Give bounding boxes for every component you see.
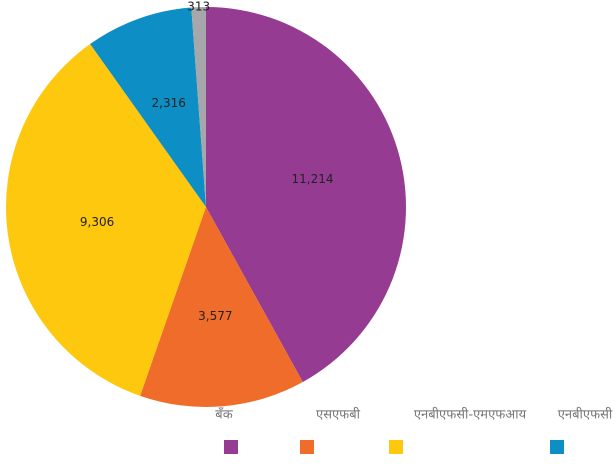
- legend-label: एसएफबी: [316, 407, 361, 423]
- legend-swatch: [300, 440, 314, 454]
- data-label: 9,306: [80, 215, 114, 229]
- legend-swatch: [389, 440, 403, 454]
- legend-swatch: [550, 440, 564, 454]
- legend-swatch: [224, 440, 238, 454]
- pie-slice: [5, 44, 206, 396]
- data-label: 3,577: [198, 309, 232, 323]
- data-label: 11,214: [292, 172, 334, 186]
- pie-slice: [206, 7, 406, 383]
- pie-slice: [90, 7, 206, 208]
- pie-slice: [191, 7, 206, 207]
- legend-label: एनबीएफसी-एमएफआय: [414, 407, 527, 423]
- legend-label: बॅंक: [215, 407, 233, 423]
- pie-slice: [140, 207, 303, 408]
- data-label: 313: [187, 0, 210, 14]
- data-label: 2,316: [152, 96, 186, 110]
- legend-label: एनबीएफसी: [558, 407, 613, 423]
